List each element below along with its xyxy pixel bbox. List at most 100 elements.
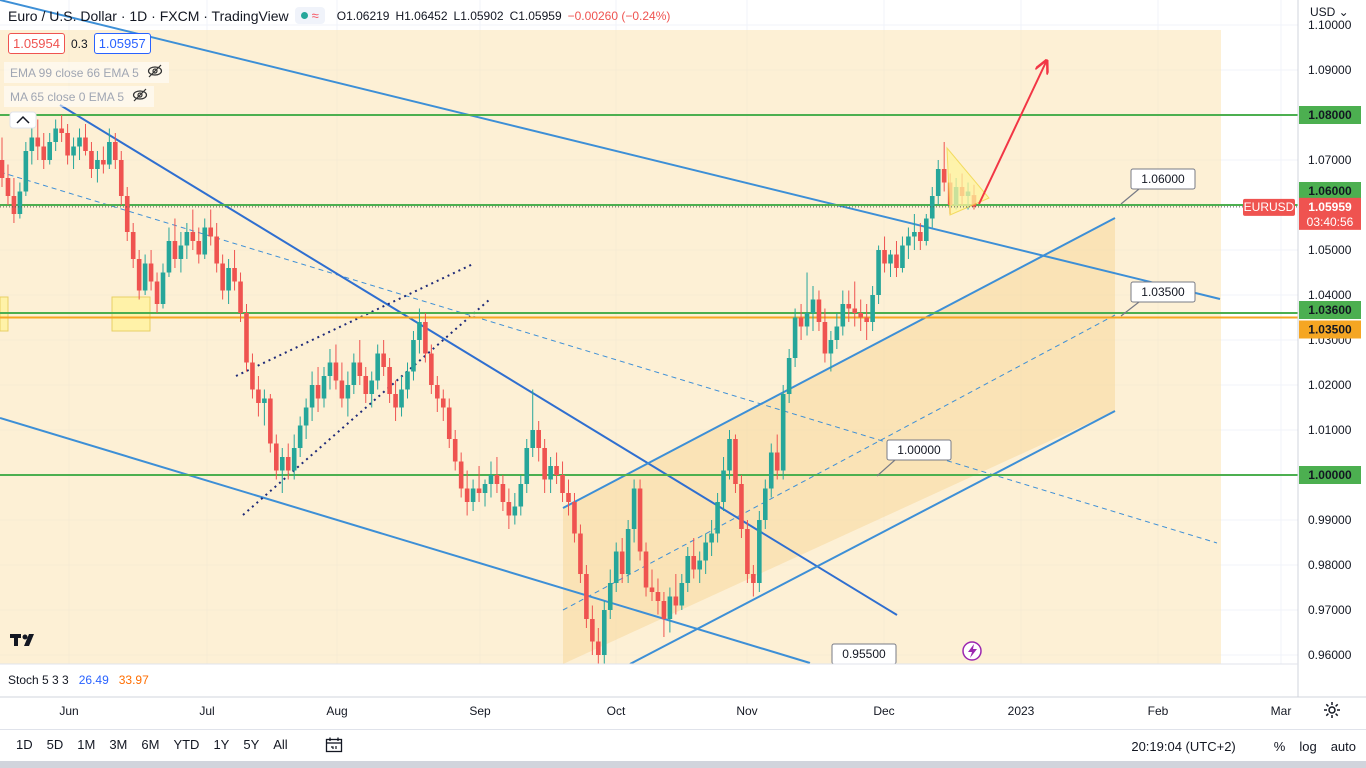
axis-label-1036: [1299, 301, 1361, 319]
timeframe-5d-button[interactable]: 5D: [46, 736, 64, 752]
candle-body: [721, 470, 726, 502]
timeframe-1d-button[interactable]: 1D: [16, 736, 33, 752]
bid-ask-quotes: 1.05954 0.3 1.05957: [8, 33, 151, 54]
time-tick-label: Oct: [607, 704, 626, 718]
candle-body: [124, 196, 130, 232]
symbol-title[interactable]: Euro / U.S. Dollar · 1D · FXCM · Trading…: [8, 7, 289, 24]
asc-channel-upper: [562, 217, 1116, 509]
callout-label: 1.00000: [897, 443, 941, 457]
timeframe-5y-button[interactable]: 5Y: [243, 736, 260, 752]
candle-body: [810, 299, 816, 313]
callout-box: [831, 643, 897, 664]
candle-body: [601, 610, 607, 655]
stoch-legend[interactable]: Stoch 5 3 3 26.49 33.97: [8, 673, 149, 687]
candle-body: [661, 601, 667, 619]
percent-scale-toggle[interactable]: %: [1273, 738, 1286, 754]
candle-body: [279, 457, 285, 471]
horizontal-levels: [0, 114, 1298, 476]
ohlc-close: C1.05959: [509, 8, 562, 23]
indicator-ema-legend[interactable]: EMA 99 close 66 EMA 5: [4, 62, 169, 83]
candle-body: [190, 232, 196, 241]
candle-body: [590, 619, 595, 642]
candle-body: [285, 457, 291, 471]
price-tick-label: 1.01000: [1308, 423, 1352, 437]
candle-body: [464, 488, 470, 502]
time-axis-ticks: Jun Jul Aug Sep Oct Nov Dec 2023 Feb Mar: [59, 704, 1291, 718]
price-tick-label: 0.98000: [1308, 558, 1352, 572]
candle-body: [494, 475, 500, 484]
candle-body: [745, 529, 750, 574]
price-tick-label: 0.97000: [1308, 603, 1352, 617]
candle-body: [637, 488, 643, 552]
time-tick-label: Dec: [873, 704, 894, 718]
candle-body: [107, 142, 112, 165]
candle-body: [351, 362, 357, 385]
lightning-alert-icon[interactable]: [962, 641, 982, 661]
time-tick-label: Aug: [326, 704, 347, 718]
candle-body: [214, 236, 219, 264]
candle-body: [297, 425, 303, 448]
eye-off-icon[interactable]: [132, 88, 148, 105]
candle-body: [774, 452, 780, 471]
tradingview-logo-icon: [9, 628, 39, 652]
timeframe-all-button[interactable]: All: [273, 736, 288, 752]
eye-off-icon[interactable]: [147, 64, 163, 81]
candle-body: [274, 443, 279, 471]
candle-body: [655, 592, 661, 601]
axis-label-106-text: 1.06000: [1308, 184, 1352, 198]
candle-body: [101, 160, 106, 165]
timeframe-6m-button[interactable]: 6M: [141, 736, 160, 752]
candle-body: [673, 596, 679, 606]
callout-label: 1.03500: [1141, 285, 1185, 299]
stoch-d-value: 33.97: [118, 673, 149, 687]
date-range-calendar-icon[interactable]: [325, 737, 343, 756]
candle-body: [792, 317, 798, 358]
stoch-label: Stoch 5 3 3: [8, 673, 69, 687]
candle-body: [530, 430, 536, 448]
candle-body: [345, 385, 351, 399]
candle-body: [852, 308, 858, 313]
currency-selector[interactable]: USD ⌄: [1310, 5, 1349, 19]
candle-body: [23, 151, 29, 192]
candle-body: [148, 263, 154, 282]
auto-scale-toggle[interactable]: auto: [1330, 738, 1356, 754]
log-scale-toggle[interactable]: log: [1299, 738, 1317, 754]
candle-body: [757, 520, 762, 583]
timeframe-1m-button[interactable]: 1M: [77, 736, 96, 752]
candle-body: [429, 353, 434, 385]
candle-body: [440, 398, 446, 408]
candle-body: [929, 196, 935, 219]
time-tick-label: 2023: [1008, 704, 1035, 718]
candle-body: [369, 380, 375, 394]
candle-body: [631, 488, 637, 529]
axis-label-100: [1299, 466, 1361, 484]
axis-label-108-text: 1.08000: [1308, 108, 1352, 122]
wedge-upper-dotted: [235, 263, 474, 377]
candle-body: [923, 218, 929, 241]
clock-timezone[interactable]: 20:19:04 (UTC+2): [1131, 738, 1236, 754]
price-tick-label: 0.96000: [1308, 648, 1352, 662]
timeframe-1y-button[interactable]: 1Y: [213, 736, 230, 752]
timeframe-ytd-button[interactable]: YTD: [173, 736, 200, 752]
collapse-chevron-icon[interactable]: [9, 111, 37, 129]
candle-body: [894, 254, 899, 268]
market-status-badge[interactable]: ≈: [294, 7, 325, 24]
ohlc-readout: O1.06219 H1.06452 L1.05902 C1.05959 −0.0…: [337, 9, 671, 23]
buy-quote-button[interactable]: 1.05957: [93, 33, 151, 54]
axis-label-100-text: 1.00000: [1308, 468, 1352, 482]
indicator-ma-legend[interactable]: MA 65 close 0 EMA 5: [4, 86, 155, 107]
candle-body: [679, 583, 685, 606]
ohlc-low: L1.05902: [453, 8, 504, 23]
candle-body: [321, 376, 327, 399]
price-tick-label: 1.04000: [1308, 288, 1352, 302]
candle-body: [35, 137, 41, 147]
chart-settings-gear-icon[interactable]: [1323, 701, 1341, 724]
timeframe-3m-button[interactable]: 3M: [109, 736, 128, 752]
candle-body: [870, 295, 875, 322]
last-price-label: [1299, 197, 1361, 230]
candle-body: [256, 389, 261, 403]
sell-quote-button[interactable]: 1.05954: [8, 33, 65, 54]
candle-body: [95, 160, 100, 169]
candle-body: [303, 407, 309, 426]
